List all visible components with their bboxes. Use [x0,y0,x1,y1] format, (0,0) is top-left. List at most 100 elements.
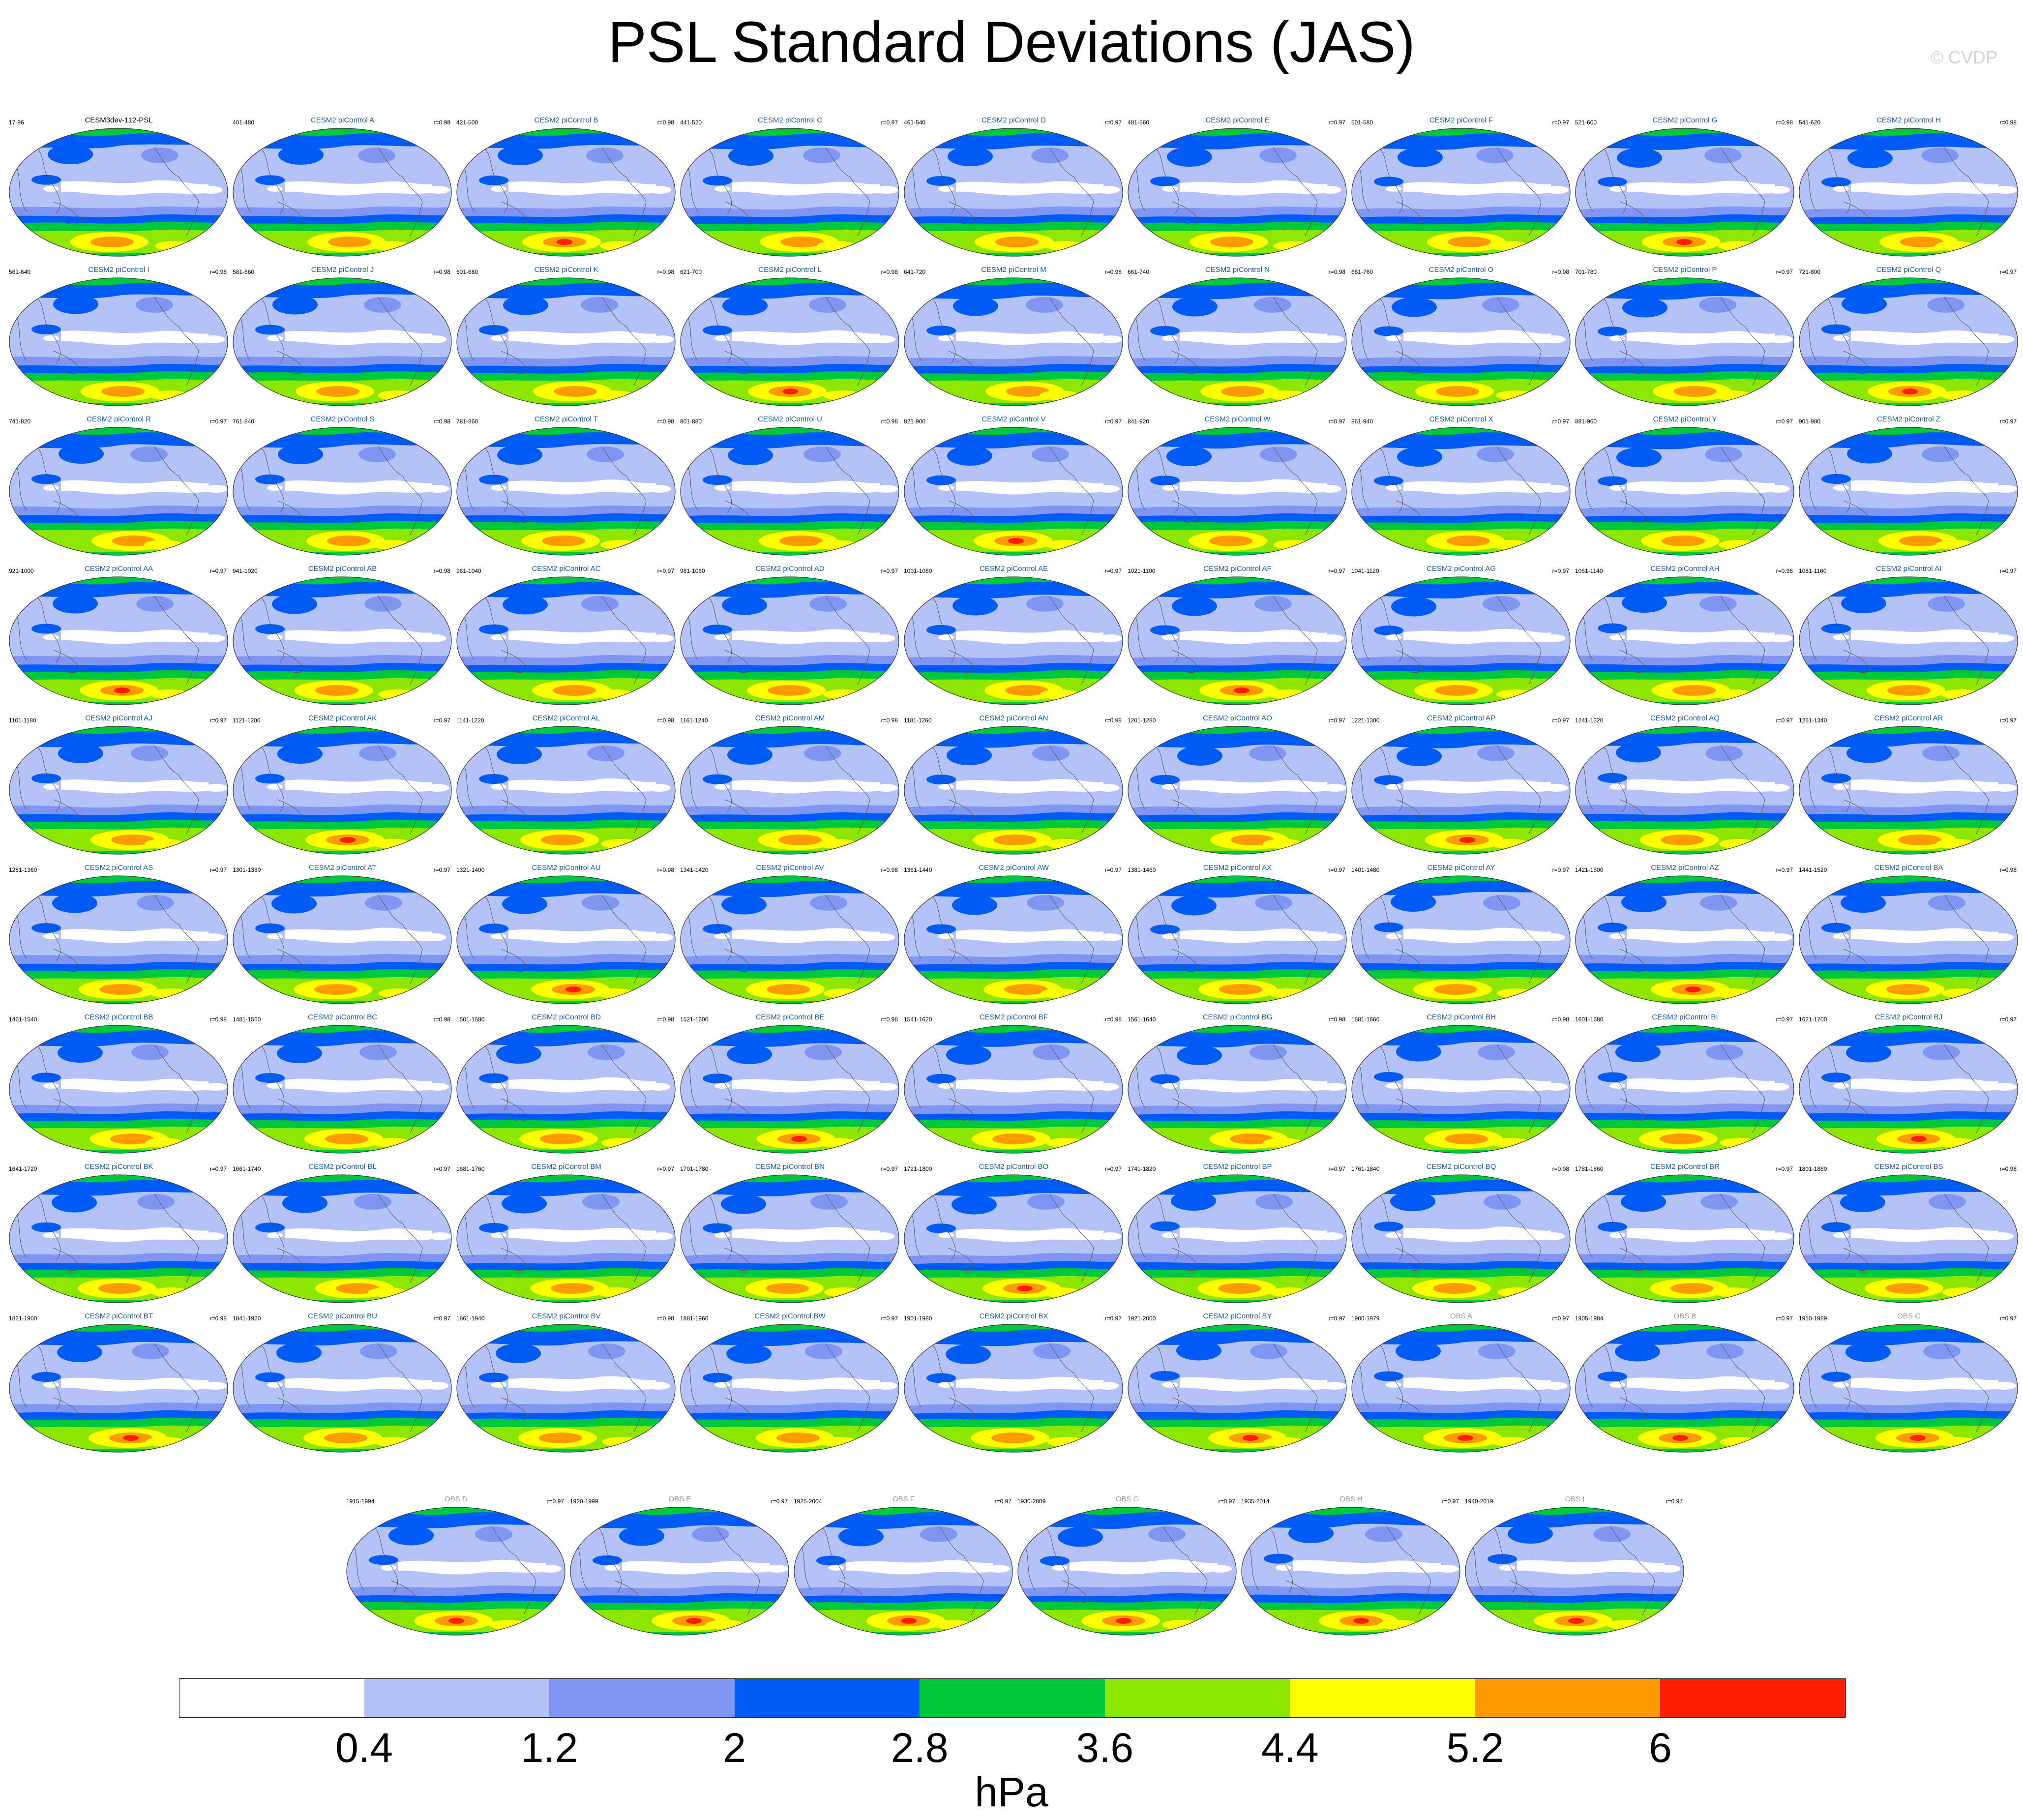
south-yellow-east [1269,988,1308,998]
tropics-low-east [425,1083,449,1091]
west-blue-blob [1150,326,1180,336]
north-atlantic-blob [131,1044,169,1060]
tropics-low [61,480,208,495]
tropics-low-west [1162,1083,1178,1089]
map-panel [794,1507,1013,1636]
colorbar-segment [920,1678,1105,1718]
tropics-low-west [267,1083,283,1089]
panel-correlation: r=0.97 [1552,717,1569,724]
coastline-australia [724,1098,752,1121]
antarctic-edge [681,1001,899,1004]
panel-title: CESM2 piControl B [534,116,598,124]
coastline-americas [825,1044,870,1134]
tropics-low [1403,330,1551,345]
tropics-low-west [1833,933,1849,939]
panel-title: CESM2 piControl AM [755,714,825,722]
north-green-edge [681,876,899,884]
north-green-edge [904,278,1123,286]
west-blue-blob [1264,1553,1293,1564]
north-atlantic-blob [1923,1343,1961,1359]
coastline-americas [1496,446,1542,536]
tropics-low-west [267,485,283,491]
south-yellow-east [1497,1287,1537,1297]
panel-header: 981-1060 CESM2 piControl AD r=0.97 [678,565,902,576]
map-panel-container: 17-96 CESM3dev-112-PSL [7,116,231,265]
panel-title: CESM2 piControl Q [1876,266,1941,274]
north-atlantic-blob [809,596,847,612]
north-pacific-blob [1621,893,1666,912]
north-green-edge [1352,427,1570,435]
globe-outline [904,277,1123,406]
west-blue-blob [479,1223,508,1233]
globe-outline [1575,1324,1794,1453]
panel-years: 401-480 [233,119,255,126]
north-green-edge [1128,577,1346,585]
coastline-australia [53,949,81,972]
tropics-low-west [1609,335,1625,341]
coastline-australia [1172,351,1200,374]
map-panel [1799,427,2018,556]
map-panel-container: 1601-1680 CESM2 piControl BI r=0.97 [1573,1013,1797,1162]
south-orange-core [324,1432,367,1443]
north-pacific-blob [1177,746,1222,766]
north-green-edge [1576,278,1794,286]
panel-years: 901-980 [1799,418,1821,425]
south-red-core [1458,1435,1473,1441]
south-yellow-east [1045,241,1084,251]
map-panel [680,1025,899,1154]
tropics-low [732,181,880,196]
panel-title: CESM2 piControl L [758,266,822,274]
panel-correlation: r=0.97 [1328,567,1345,574]
tropics-low [285,927,432,943]
colorbar-segment [1475,1678,1661,1718]
coastline-americas [601,1193,647,1283]
coastline-americas [601,446,647,536]
panel-title: CESM2 piControl AB [308,565,377,573]
panel-correlation: r=0.98 [1104,717,1122,724]
coastline-americas [154,1044,199,1134]
coastline-australia [277,1098,305,1121]
globe-outline [1799,1025,2018,1154]
tropics-low-east [1766,784,1790,792]
coastline-australia [724,799,752,822]
tropics-low-west [491,1083,506,1089]
south-yellow-east [1936,839,1975,849]
globe-outline [1351,875,1571,1004]
north-green-edge [1352,1175,1570,1183]
tropics-low [1627,928,1775,943]
colorbar-segment [179,1678,365,1718]
tropics-low [956,1077,1103,1093]
coastline-australia [277,201,305,224]
antarctic-edge [1352,702,1570,705]
west-blue-blob [703,1223,732,1233]
panel-title: CESM2 piControl BV [532,1312,601,1320]
north-green-edge [1018,1507,1236,1515]
west-blue-blob [479,325,508,335]
tropics-low-west [1833,485,1849,491]
south-orange-core [542,536,585,546]
coastline-americas [1944,1193,1989,1283]
map-panel [680,726,899,855]
coastline-asia [483,1044,508,1111]
tropics-low-west [1162,186,1178,192]
coastline-africa [1359,316,1369,361]
north-atlantic-blob [131,746,168,761]
north-atlantic-blob [360,1343,397,1359]
north-green-edge [9,876,228,884]
map-panel [1128,128,1347,257]
south-yellow-east [1936,1138,1976,1148]
panel-title: OBS A [1450,1312,1473,1320]
tropics-low [285,779,432,794]
south-orange-core [776,1432,820,1443]
tropics-low-west [1386,933,1401,939]
coastline-australia [501,1397,529,1420]
south-yellow-east [1046,1138,1086,1148]
north-pacific-blob [1845,1342,1891,1362]
antarctic-edge [904,702,1123,705]
coastline-australia [1619,1248,1647,1271]
